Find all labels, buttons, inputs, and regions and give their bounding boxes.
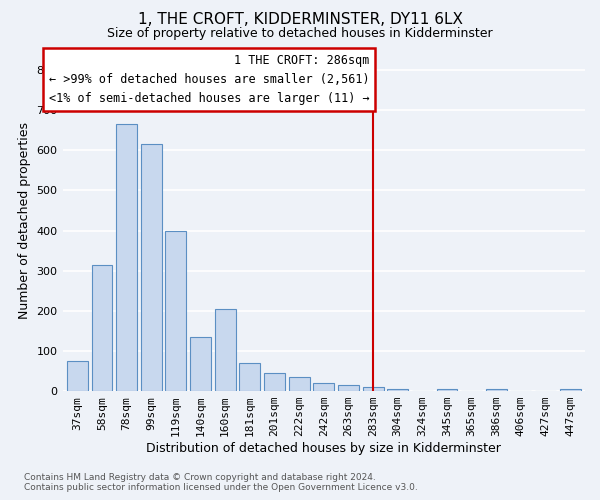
Bar — [387, 389, 408, 391]
Bar — [92, 264, 112, 391]
Bar — [215, 309, 236, 391]
Bar — [67, 361, 88, 391]
Text: Contains HM Land Registry data © Crown copyright and database right 2024.
Contai: Contains HM Land Registry data © Crown c… — [24, 473, 418, 492]
Bar — [239, 363, 260, 391]
Text: 1 THE CROFT: 286sqm
← >99% of detached houses are smaller (2,561)
<1% of semi-de: 1 THE CROFT: 286sqm ← >99% of detached h… — [49, 54, 370, 105]
Bar — [338, 385, 359, 391]
Bar — [437, 389, 457, 391]
Bar — [190, 337, 211, 391]
Bar — [560, 389, 581, 391]
Bar — [141, 144, 162, 391]
Text: Size of property relative to detached houses in Kidderminster: Size of property relative to detached ho… — [107, 28, 493, 40]
Bar — [289, 377, 310, 391]
Bar — [313, 383, 334, 391]
Y-axis label: Number of detached properties: Number of detached properties — [18, 122, 31, 319]
Bar — [362, 387, 383, 391]
Bar — [264, 373, 285, 391]
Bar — [486, 389, 507, 391]
X-axis label: Distribution of detached houses by size in Kidderminster: Distribution of detached houses by size … — [146, 442, 501, 455]
Text: 1, THE CROFT, KIDDERMINSTER, DY11 6LX: 1, THE CROFT, KIDDERMINSTER, DY11 6LX — [137, 12, 463, 28]
Bar — [166, 230, 187, 391]
Bar — [116, 124, 137, 391]
